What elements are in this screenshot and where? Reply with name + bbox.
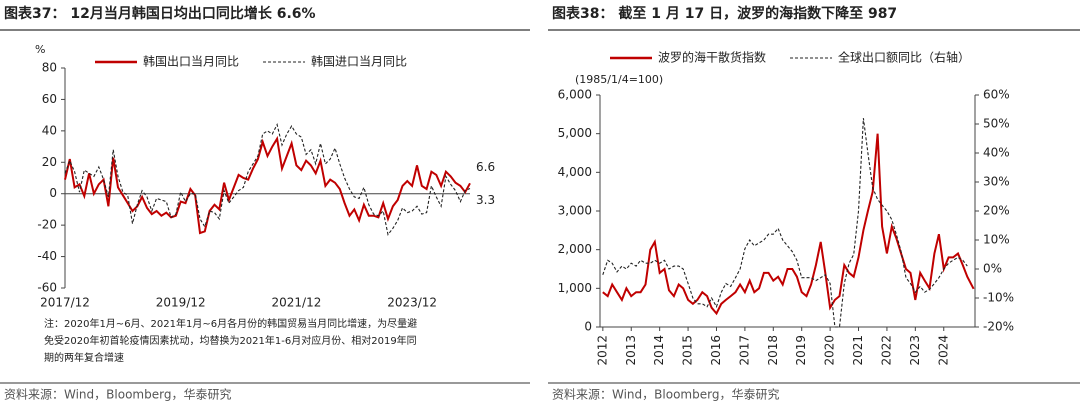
y-axis-label: % xyxy=(35,43,45,56)
y-tick-label: 40 xyxy=(42,123,57,137)
y-tick-label: 3,000 xyxy=(558,204,592,218)
series-line xyxy=(602,133,975,316)
y2-tick-label: 40% xyxy=(983,146,1010,160)
x-tick-label: 2013 xyxy=(624,335,638,366)
x-tick-label: 2023 xyxy=(908,335,922,366)
y-axis-label: (1985/1/4=100) xyxy=(575,73,663,86)
x-tick-label: 2019/12 xyxy=(156,296,206,310)
x-tick-label: 2012 xyxy=(595,335,609,366)
y-tick-label: -40 xyxy=(37,249,57,263)
source: 资料来源：Wind，Bloomberg，华泰研究 xyxy=(552,387,779,402)
x-tick-label: 2019 xyxy=(794,335,808,366)
x-tick-label: 2017 xyxy=(737,335,751,366)
y-tick-label: 80 xyxy=(42,61,57,75)
y2-tick-label: -20% xyxy=(983,320,1014,334)
annotation: 3.3 xyxy=(476,193,495,207)
y-tick-label: -20 xyxy=(37,218,57,232)
x-tick-label: 2021/12 xyxy=(271,296,321,310)
y2-tick-label: 20% xyxy=(983,204,1010,218)
x-tick-label: 2018 xyxy=(766,335,780,366)
y2-tick-label: 10% xyxy=(983,233,1010,247)
y-tick-label: 20 xyxy=(42,155,57,169)
legend-label: 波罗的海干散货指数 xyxy=(658,50,766,65)
legend-label: 韩国出口当月同比 xyxy=(143,54,239,69)
x-tick-label: 2020 xyxy=(823,335,837,366)
y-tick-label: 0 xyxy=(584,320,592,334)
series-line xyxy=(602,118,968,328)
source: 资料来源：Wind，Bloomberg，华泰研究 xyxy=(4,387,231,402)
legend-label: 全球出口额同比（右轴） xyxy=(838,50,970,65)
series-line xyxy=(64,135,471,235)
y2-tick-label: 30% xyxy=(983,175,1010,189)
annotation: 6.6 xyxy=(476,160,495,174)
y-tick-label: 60 xyxy=(42,92,57,106)
x-tick-label: 2022 xyxy=(879,335,893,366)
note: 免受2020年初首轮疫情因素扰动，均替换为2021年1-6月对应月份、相对201… xyxy=(44,334,417,347)
chart-title: 图表37： 12月当月韩国日均出口同比增长 6.6% xyxy=(4,5,316,22)
x-tick-label: 2024 xyxy=(936,335,950,366)
x-tick-label: 2017/12 xyxy=(40,296,90,310)
x-tick-label: 2016 xyxy=(709,335,723,366)
x-tick-label: 2021 xyxy=(851,335,865,366)
note: 注：2020年1月~6月、2021年1月~6月各月份的韩国贸易当月同比增速，为尽… xyxy=(44,317,417,330)
series-line xyxy=(64,123,471,236)
y2-tick-label: 50% xyxy=(983,117,1010,131)
y2-tick-label: 60% xyxy=(983,88,1010,102)
x-tick-label: 2015 xyxy=(681,335,695,366)
y-tick-label: 2,000 xyxy=(558,242,592,256)
legend-label: 韩国进口当月同比 xyxy=(311,54,407,69)
chart-title: 图表38： 截至 1 月 17 日，波罗的海指数下降至 987 xyxy=(552,5,897,22)
y-tick-label: 6,000 xyxy=(558,88,592,102)
y2-tick-label: 0% xyxy=(983,262,1002,276)
y-tick-label: 1,000 xyxy=(558,281,592,295)
note: 期的两年复合增速 xyxy=(44,351,124,364)
y-tick-label: 5,000 xyxy=(558,126,592,140)
y-tick-label: 4,000 xyxy=(558,165,592,179)
y-tick-label: -60 xyxy=(37,281,57,295)
x-tick-label: 2023/12 xyxy=(387,296,437,310)
y-tick-label: 0 xyxy=(49,186,57,200)
y2-tick-label: -10% xyxy=(983,291,1014,305)
x-tick-label: 2014 xyxy=(652,335,666,366)
